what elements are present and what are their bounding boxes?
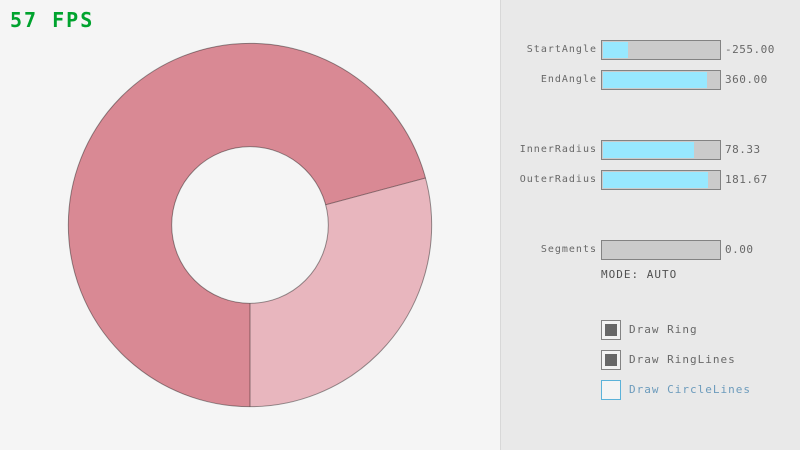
slider-label-innerradius: InnerRadius <box>519 144 597 155</box>
segments-slider[interactable] <box>601 240 721 260</box>
slider-label-outerradius: OuterRadius <box>519 174 597 185</box>
slider-value-innerradius: 78.33 <box>725 143 761 156</box>
slider-value-segments: 0.00 <box>725 243 754 256</box>
slider-value-outerradius: 181.67 <box>725 173 768 186</box>
slider-value-startangle: -255.00 <box>725 43 775 56</box>
ring-chart <box>67 42 433 408</box>
outerradius-slider[interactable] <box>601 170 721 190</box>
innerradius-slider[interactable] <box>601 140 721 160</box>
startangle-slider-fill <box>603 42 628 58</box>
control-panel: StartAngle -255.00 EndAngle 360.00 Inner… <box>500 0 800 450</box>
mode-label: MODE: AUTO <box>601 268 678 281</box>
check-mark-icon <box>605 324 617 336</box>
slider-value-endangle: 360.00 <box>725 73 768 86</box>
outerradius-slider-fill <box>603 172 708 188</box>
draw-ringlines-checkbox[interactable] <box>601 350 621 370</box>
slider-label-segments: Segments <box>540 244 597 255</box>
innerradius-slider-fill <box>603 142 694 158</box>
slider-label-endangle: EndAngle <box>540 74 597 85</box>
endangle-slider-fill <box>603 72 707 88</box>
draw-ringlines-label: Draw RingLines <box>629 353 736 366</box>
draw-circlelines-label: Draw CircleLines <box>629 383 751 396</box>
slider-label-startangle: StartAngle <box>526 44 597 55</box>
draw-ring-label: Draw Ring <box>629 323 698 336</box>
endangle-slider[interactable] <box>601 70 721 90</box>
startangle-slider[interactable] <box>601 40 721 60</box>
draw-ring-checkbox[interactable] <box>601 320 621 340</box>
draw-circlelines-checkbox[interactable] <box>601 380 621 400</box>
check-mark-icon <box>605 354 617 366</box>
fps-counter: 57 FPS <box>10 8 95 32</box>
